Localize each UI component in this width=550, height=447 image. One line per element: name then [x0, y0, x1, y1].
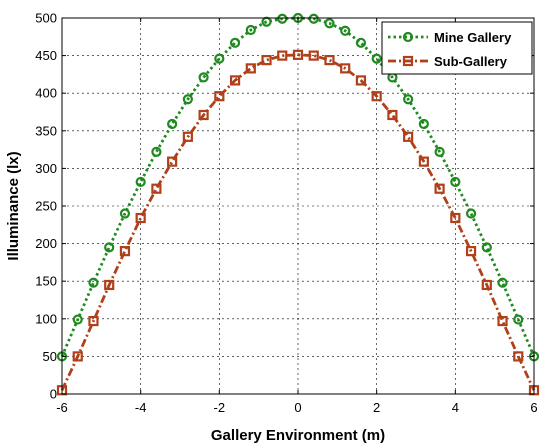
x-tick-label: 2	[373, 400, 380, 415]
data-point	[418, 118, 429, 130]
data-point	[229, 37, 241, 48]
data-point	[292, 49, 304, 60]
data-point	[355, 75, 367, 86]
data-point	[151, 183, 162, 194]
data-point	[88, 315, 99, 327]
legend-entry: Sub-Gallery	[388, 54, 508, 69]
data-point	[324, 55, 335, 66]
data-point	[434, 146, 445, 157]
y-tick-label: 150	[35, 274, 57, 289]
data-point	[245, 63, 256, 74]
data-point	[198, 72, 209, 83]
x-axis-title: Gallery Environment (m)	[211, 427, 385, 444]
data-point	[182, 94, 193, 105]
data-point	[119, 246, 131, 257]
x-tick-label: -4	[135, 400, 147, 415]
y-tick-label: 500	[35, 11, 57, 26]
data-point	[513, 314, 524, 325]
y-tick-label: 100	[35, 311, 57, 326]
data-point	[72, 351, 83, 362]
legend-marker	[402, 31, 414, 43]
data-point	[497, 315, 508, 327]
data-point	[371, 91, 382, 102]
y-tick-label: 0	[50, 387, 57, 402]
y-tick-label: 450	[35, 48, 57, 63]
data-point	[465, 208, 477, 219]
data-point	[465, 246, 477, 257]
y-tick-label: 350	[35, 123, 57, 138]
legend-marker	[402, 55, 414, 67]
data-point	[277, 13, 288, 24]
data-point	[88, 277, 99, 288]
x-tick-label: 6	[530, 400, 537, 415]
data-point	[104, 279, 115, 291]
y-axis-title: Illuminance (lx)	[5, 151, 22, 260]
data-point	[135, 176, 146, 188]
data-point	[119, 208, 131, 219]
data-point	[167, 118, 178, 130]
data-point	[355, 37, 367, 48]
data-point	[245, 24, 256, 36]
data-point	[198, 109, 209, 121]
data-point	[104, 242, 115, 253]
x-tick-label: 0	[294, 400, 301, 415]
y-tick-label: 50	[43, 349, 57, 364]
legend: Mine Gallery Sub-Gallery	[381, 21, 533, 75]
data-point	[135, 212, 146, 224]
legend-label: Sub-Gallery	[434, 54, 508, 69]
data-point	[308, 13, 319, 24]
data-point	[324, 18, 335, 29]
data-point	[418, 156, 429, 167]
data-point	[497, 277, 508, 288]
data-point	[450, 176, 461, 188]
data-point	[277, 50, 288, 61]
x-tick-label: -2	[214, 400, 226, 415]
data-point	[229, 75, 241, 86]
data-point	[403, 94, 414, 105]
legend-label: Mine Gallery	[434, 30, 512, 45]
data-point	[450, 212, 461, 224]
data-point	[513, 351, 524, 362]
data-point	[481, 279, 492, 291]
x-tick-label: 4	[452, 400, 459, 415]
data-point	[261, 55, 272, 66]
data-point	[481, 242, 492, 253]
data-point	[151, 146, 162, 157]
data-point	[308, 50, 319, 61]
y-tick-label: 200	[35, 236, 57, 251]
data-point	[371, 53, 382, 64]
legend-entry: Mine Gallery	[388, 30, 512, 45]
data-point	[72, 314, 83, 325]
data-point	[182, 131, 193, 142]
series-sub-gallery	[56, 49, 540, 396]
data-point	[403, 131, 414, 142]
data-point	[340, 25, 351, 36]
y-tick-label: 250	[35, 199, 57, 214]
y-tick-label: 300	[35, 161, 57, 176]
data-point	[340, 63, 351, 74]
data-point	[387, 109, 398, 121]
data-point	[214, 91, 225, 102]
data-point	[167, 156, 178, 167]
data-point	[434, 183, 445, 194]
y-tick-label: 400	[35, 86, 57, 101]
x-tick-label: -6	[56, 400, 68, 415]
data-point	[214, 53, 225, 64]
